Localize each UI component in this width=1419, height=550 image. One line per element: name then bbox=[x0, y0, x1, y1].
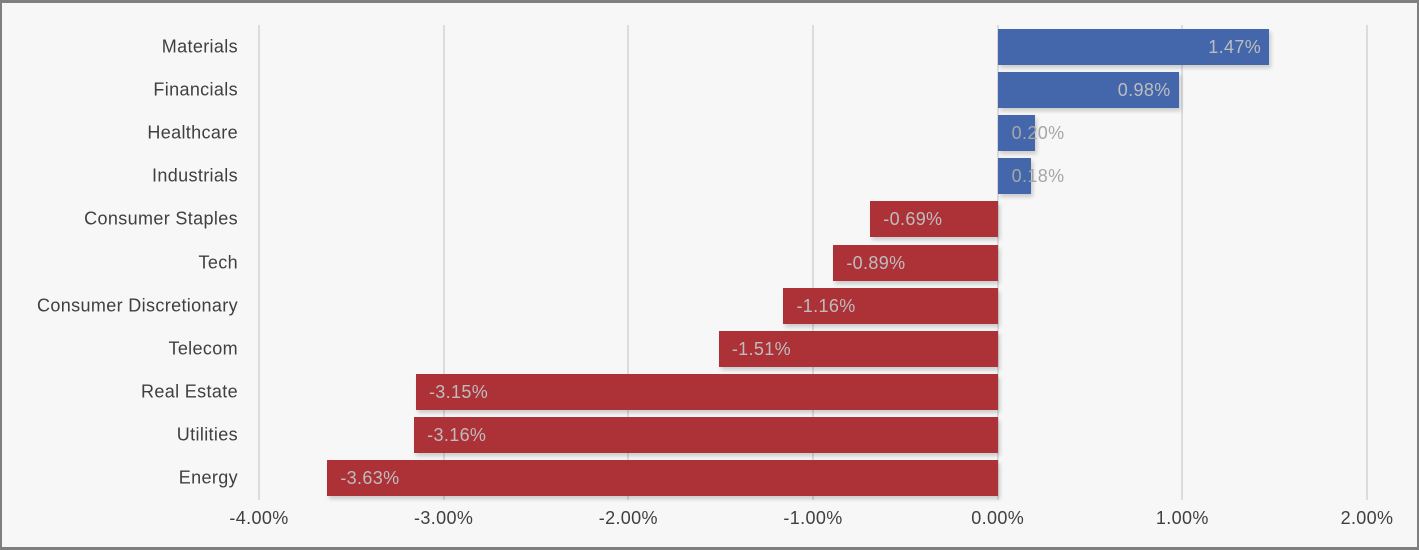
bar-value-label: 0.98% bbox=[1117, 79, 1171, 100]
bar-negative bbox=[783, 287, 998, 324]
x-tick-label: 1.00% bbox=[1155, 508, 1209, 528]
bar-value-label: -3.16% bbox=[427, 425, 487, 446]
bar-value-label: -0.69% bbox=[883, 209, 943, 230]
x-tick-label: -1.00% bbox=[783, 508, 843, 528]
gridline bbox=[1181, 25, 1184, 500]
category-label: Healthcare bbox=[147, 122, 238, 143]
gridline bbox=[996, 25, 999, 500]
gridline bbox=[627, 25, 630, 500]
category-label: Consumer Discretionary bbox=[37, 295, 238, 316]
x-tick-label: -3.00% bbox=[414, 508, 474, 528]
gridline bbox=[442, 25, 445, 500]
bar-negative bbox=[718, 330, 998, 367]
category-axis: Materials Financials Healthcare Industrials… bbox=[2, 3, 1417, 547]
bar-negative bbox=[414, 417, 998, 454]
bar-value-label: -3.15% bbox=[428, 382, 489, 403]
gridline bbox=[812, 25, 814, 500]
bar-value-label: 0.20% bbox=[1011, 122, 1065, 143]
bar-negative bbox=[415, 374, 998, 411]
category-label: Financials bbox=[153, 79, 238, 100]
bar-value-label: 1.47% bbox=[1208, 36, 1262, 57]
category-label: Materials bbox=[161, 36, 238, 57]
bar-positive bbox=[997, 158, 1031, 195]
x-tick-label: 0.00% bbox=[971, 508, 1025, 528]
bar-negative bbox=[870, 201, 998, 238]
bar-value-label: -0.89% bbox=[846, 252, 906, 273]
category-label: Energy bbox=[178, 467, 238, 488]
category-label: Tech bbox=[198, 252, 238, 272]
category-label: Industrials bbox=[152, 165, 238, 186]
gridline bbox=[258, 25, 260, 500]
bar-value-label: -1.51% bbox=[731, 338, 792, 359]
bar-positive bbox=[997, 114, 1035, 151]
x-tick-label: -4.00% bbox=[229, 508, 289, 528]
bar-value-label: 0.18% bbox=[1011, 166, 1065, 187]
x-tick-label: -2.00% bbox=[598, 508, 658, 528]
bar-positive bbox=[997, 71, 1179, 108]
bar-value-label: -3.63% bbox=[340, 468, 400, 489]
gridline bbox=[1366, 25, 1368, 500]
gridlines-layer bbox=[2, 3, 1417, 547]
bar-negative bbox=[833, 244, 998, 281]
bar-positive bbox=[997, 28, 1270, 65]
category-label: Consumer Staples bbox=[84, 208, 238, 229]
value-axis: -4.00% -3.00% -2.00% -1.00% 0.00% 1.00% 2.00% bbox=[2, 3, 1417, 547]
x-tick-label: 2.00% bbox=[1340, 508, 1394, 528]
category-label: Telecom bbox=[168, 338, 238, 359]
bar-negative bbox=[327, 460, 998, 497]
bars-layer: 1.47% 0.98% 0.20% 0.18% -0.69% -0.89% -1.16% -1… bbox=[2, 3, 1417, 547]
category-label: Real Estate bbox=[140, 381, 238, 402]
category-label: Utilities bbox=[176, 424, 238, 445]
bar-value-label: -1.16% bbox=[796, 295, 856, 316]
